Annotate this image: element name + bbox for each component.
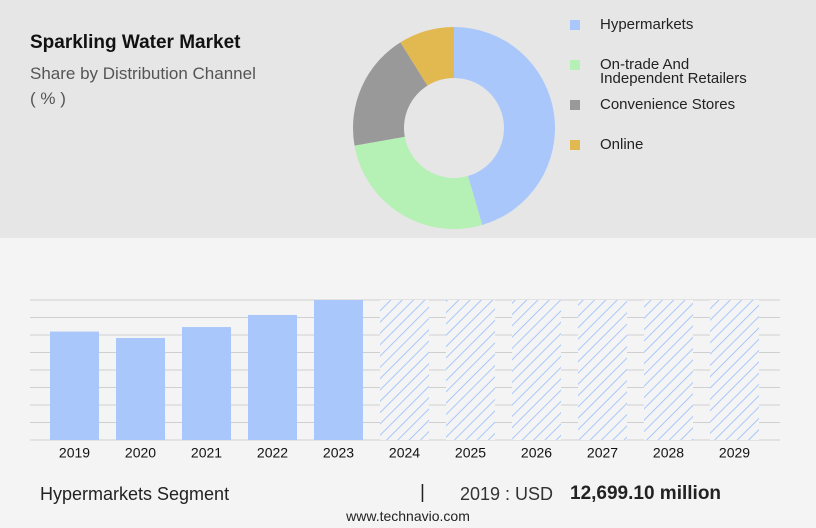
unit-label: ( % )	[30, 89, 66, 108]
legend-swatch	[570, 140, 580, 150]
x-tick-label: 2027	[587, 445, 618, 461]
x-tick-label: 2023	[323, 445, 354, 461]
bar	[314, 300, 363, 440]
forecast-bar	[512, 300, 561, 440]
legend-item: On-trade And Independent Retailers	[570, 56, 760, 87]
legend-label: On-trade And Independent Retailers	[600, 56, 747, 87]
footer-segment: Hypermarkets Segment	[40, 484, 230, 504]
forecast-bar	[644, 300, 693, 440]
footer-prefix: 2019 : USD	[460, 484, 554, 504]
forecast-bar	[578, 300, 627, 440]
legend-label: Online	[600, 136, 644, 153]
x-tick-label: 2028	[653, 445, 684, 461]
x-tick-label: 2026	[521, 445, 552, 461]
bar	[116, 337, 165, 440]
chart-title: Sparkling Water Market	[30, 32, 241, 53]
legend-swatch	[570, 60, 580, 70]
footer-separator: |	[420, 482, 425, 503]
legend-item: Online	[570, 136, 760, 153]
bar	[248, 314, 297, 440]
x-tick-label: 2025	[455, 445, 486, 461]
pie-slice	[354, 136, 483, 229]
legend-swatch	[570, 100, 580, 110]
x-tick-label: 2022	[257, 445, 288, 461]
x-tick-label: 2024	[389, 445, 420, 461]
forecast-bar	[380, 300, 429, 440]
footer-source: www.technavio.com	[346, 508, 470, 524]
x-tick-label: 2020	[125, 445, 156, 461]
bar	[50, 331, 99, 440]
x-tick-label: 2029	[719, 445, 750, 461]
x-tick-label: 2021	[191, 445, 222, 461]
x-tick-label: 2019	[59, 445, 90, 461]
footer-value: 12,699.10 million	[570, 483, 722, 504]
pie-slice	[353, 42, 428, 146]
legend-item: Hypermarkets	[570, 16, 760, 33]
pie-slice	[400, 27, 454, 86]
pie-slice	[454, 27, 555, 225]
legend-label: Hypermarkets	[600, 16, 694, 33]
chart-subtitle: Share by Distribution Channel	[30, 64, 256, 83]
forecast-bar	[446, 300, 495, 440]
legend-item: Convenience Stores	[570, 96, 760, 113]
legend-label: Convenience Stores	[600, 96, 736, 113]
legend-swatch	[570, 20, 580, 30]
forecast-bar	[710, 300, 759, 440]
bar	[182, 327, 231, 440]
